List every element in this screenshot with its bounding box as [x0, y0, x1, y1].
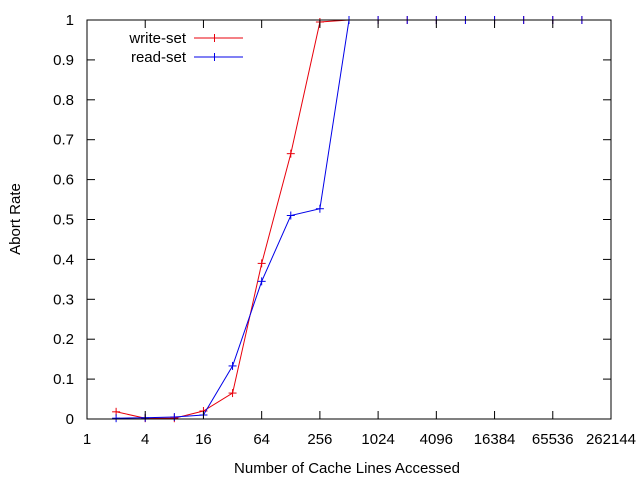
y-tick-label: 0.6 — [53, 172, 74, 189]
data-point-read-set — [286, 211, 295, 220]
data-point-read-set — [228, 361, 237, 370]
x-tick-label: 1024 — [361, 431, 394, 448]
data-point-read-set — [170, 413, 179, 422]
x-tick-label: 4 — [141, 431, 149, 448]
x-tick-label: 256 — [307, 431, 332, 448]
data-point-write-set — [257, 259, 266, 268]
legend: write-set read-set — [128, 30, 243, 66]
x-tick-label: 4096 — [420, 431, 453, 448]
y-tick-label: 0.7 — [53, 132, 74, 149]
x-tick-label: 65536 — [532, 431, 574, 448]
x-tick-label: 64 — [253, 431, 270, 448]
data-point-write-set — [286, 149, 295, 158]
y-tick-label: 0 — [66, 411, 74, 428]
data-point-read-set — [112, 414, 121, 423]
y-tick-label: 0.4 — [53, 251, 74, 268]
y-tick-label: 0.3 — [53, 291, 74, 308]
y-tick-label: 0.2 — [53, 331, 74, 348]
y-tick-label: 0.5 — [53, 212, 74, 229]
x-tick-label: 16384 — [474, 431, 516, 448]
x-tick-label: 262144 — [586, 431, 636, 448]
data-point-write-set — [228, 389, 237, 398]
x-tick-label: 16 — [195, 431, 212, 448]
axis-layer: 0 0.1 0.2 0.3 0.4 0.5 0.6 0.7 0.8 0.9 1 1 4 16 64 256 10… — [53, 12, 636, 448]
legend-label-read-set: read-set — [131, 49, 187, 66]
y-tick-label: 0.9 — [53, 52, 74, 69]
y-tick-label: 1 — [66, 12, 74, 29]
y-tick-label: 0.8 — [53, 92, 74, 109]
y-tick-label: 0.1 — [53, 371, 74, 388]
x-tick-label: 1 — [83, 431, 91, 448]
data-point-read-set — [315, 204, 324, 213]
legend-label-write-set: write-set — [128, 30, 187, 47]
x-axis-label: Number of Cache Lines Accessed — [234, 460, 460, 477]
y-axis-label: Abort Rate — [7, 183, 24, 255]
data-point-read-set — [257, 277, 266, 286]
